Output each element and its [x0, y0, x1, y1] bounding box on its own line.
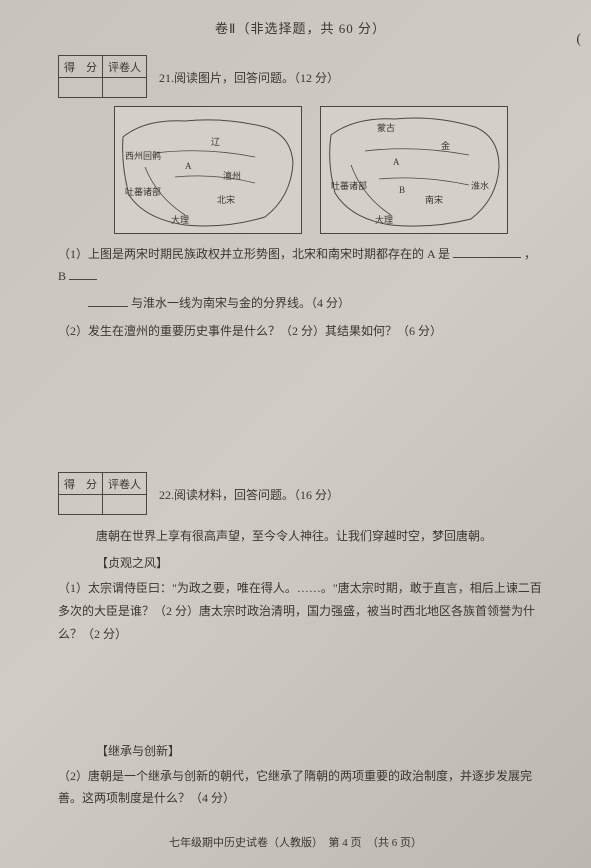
q22-p1: （1）太宗谓侍臣曰："为政之要，唯在得人。……。"唐太宗时期，敢于直言，相后上谏…	[58, 577, 543, 645]
q21-blank-a	[453, 244, 521, 258]
q22-title: 22.阅读材料，回答问题。（16 分）	[159, 472, 339, 503]
map2-label-tubo: 吐蕃诸部	[331, 179, 367, 192]
map2-label-a: A	[393, 157, 400, 167]
q21-p1-pre: （1）上图是两宋时期民族政权并立形势图，北宋和南宋时期都存在的 A 是	[58, 247, 450, 261]
map2-label-menggu: 蒙古	[377, 121, 395, 134]
map-southern-song: 蒙古 金 A 吐蕃诸部 B 南宋 淮水 大理	[320, 106, 508, 234]
map1-label-tanzhou: 澶州	[223, 169, 241, 182]
page-footer: 七年级期中历史试卷（人教版） 第 4 页 （共 6 页）	[0, 834, 591, 850]
margin-paren: (	[576, 32, 581, 48]
score-col-label: 得 分	[59, 56, 103, 78]
section-header: 卷Ⅱ（非选择题，共 60 分）	[58, 18, 543, 37]
score-box-21: 得 分 评卷人	[58, 55, 147, 98]
map1-label-a: A	[185, 161, 192, 171]
answer-space-21	[58, 342, 543, 472]
exam-page: 卷Ⅱ（非选择题，共 60 分） 得 分 评卷人 21.阅读图片，回答问题。（12…	[0, 0, 591, 820]
q22-subhead2: 【继承与创新】	[96, 742, 543, 759]
q21-blank-b	[69, 266, 97, 280]
map1-label-liao: 辽	[211, 135, 220, 148]
q21-p2: （2）发生在澶州的重要历史事件是什么？（2 分）其结果如何？（6 分）	[58, 321, 543, 343]
q21-p1: （1）上图是两宋时期民族政权并立形势图，北宋和南宋时期都存在的 A 是 ，B	[58, 244, 543, 287]
map-row: 辽 西州回鹘 A 澶州 吐蕃诸部 北宋 大理 蒙古 金 A 吐蕃诸部 B 南宋 …	[114, 106, 543, 234]
map1-outline	[115, 107, 303, 235]
map2-label-dali: 大理	[375, 213, 393, 226]
map-northern-song: 辽 西州回鹘 A 澶州 吐蕃诸部 北宋 大理	[114, 106, 302, 234]
grader-blank	[103, 78, 147, 98]
q21-title: 21.阅读图片，回答问题。（12 分）	[159, 55, 339, 86]
q21-blank-b2	[88, 293, 128, 307]
q21-p1-line2: 与淮水一线为南宋与金的分界线。（4 分）	[131, 296, 350, 310]
score-col-label-22: 得 分	[59, 473, 103, 495]
map2-outline	[321, 107, 509, 235]
map1-label-xizhou: 西州回鹘	[125, 149, 161, 162]
map2-label-jin: 金	[441, 139, 450, 152]
grader-blank-22	[103, 495, 147, 515]
q22-p2: （2）唐朝是一个继承与创新的朝代，它继承了隋朝的两项重要的政治制度，并逐步发展完…	[58, 765, 543, 811]
score-blank-22	[59, 495, 103, 515]
score-box-22: 得 分 评卷人	[58, 472, 147, 515]
map1-label-beisong: 北宋	[217, 193, 235, 206]
q21-p1-line2-wrap: 与淮水一线为南宋与金的分界线。（4 分）	[58, 293, 543, 315]
q22-intro: 唐朝在世界上享有很高声望，至今令人神往。让我们穿越时空，梦回唐朝。	[96, 525, 543, 548]
q22-subhead1: 【贞观之风】	[96, 554, 543, 571]
grader-col-label: 评卷人	[103, 56, 147, 78]
map2-label-huaishui: 淮水	[471, 179, 489, 192]
map1-label-dali: 大理	[171, 213, 189, 226]
q21-header: 得 分 评卷人 21.阅读图片，回答问题。（12 分）	[58, 55, 543, 98]
q22-header: 得 分 评卷人 22.阅读材料，回答问题。（16 分）	[58, 472, 543, 515]
grader-col-label-22: 评卷人	[103, 473, 147, 495]
score-blank	[59, 78, 103, 98]
map1-label-tubo: 吐蕃诸部	[125, 185, 161, 198]
map2-label-b: B	[399, 185, 405, 195]
answer-space-22a	[58, 646, 543, 738]
map2-label-nansong: 南宋	[425, 193, 443, 206]
